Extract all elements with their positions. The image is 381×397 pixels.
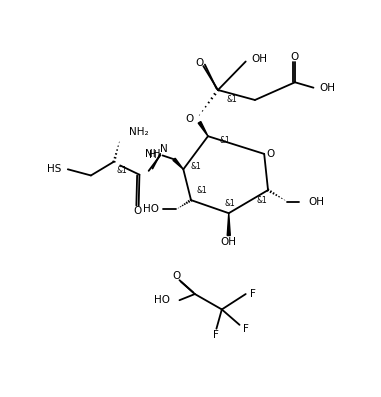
- Text: HO: HO: [154, 295, 170, 305]
- Polygon shape: [227, 213, 230, 235]
- Text: &1: &1: [197, 186, 207, 195]
- Text: O: O: [291, 52, 299, 62]
- Text: O: O: [172, 271, 181, 281]
- Text: &1: &1: [219, 135, 230, 145]
- Text: &1: &1: [116, 166, 127, 175]
- Text: &1: &1: [225, 198, 236, 208]
- Text: NH: NH: [145, 149, 160, 159]
- Text: O: O: [195, 58, 203, 68]
- Text: F: F: [243, 324, 249, 334]
- Text: F: F: [213, 330, 219, 340]
- Text: &1: &1: [190, 162, 201, 172]
- Text: HO: HO: [144, 204, 160, 214]
- Text: F: F: [250, 289, 255, 299]
- Text: NH₂: NH₂: [130, 127, 149, 137]
- Text: H: H: [149, 150, 156, 160]
- Polygon shape: [173, 158, 183, 169]
- Text: OH: OH: [308, 197, 324, 207]
- Text: OH: OH: [221, 237, 237, 247]
- Text: OH: OH: [320, 83, 336, 93]
- Text: OH: OH: [252, 54, 268, 64]
- Text: &1: &1: [256, 196, 267, 204]
- Text: O: O: [266, 149, 274, 159]
- Text: &1: &1: [226, 95, 237, 104]
- Text: O: O: [133, 206, 141, 216]
- Text: O: O: [185, 114, 193, 124]
- Text: N: N: [160, 144, 168, 154]
- Polygon shape: [198, 121, 208, 136]
- Text: HS: HS: [47, 164, 62, 174]
